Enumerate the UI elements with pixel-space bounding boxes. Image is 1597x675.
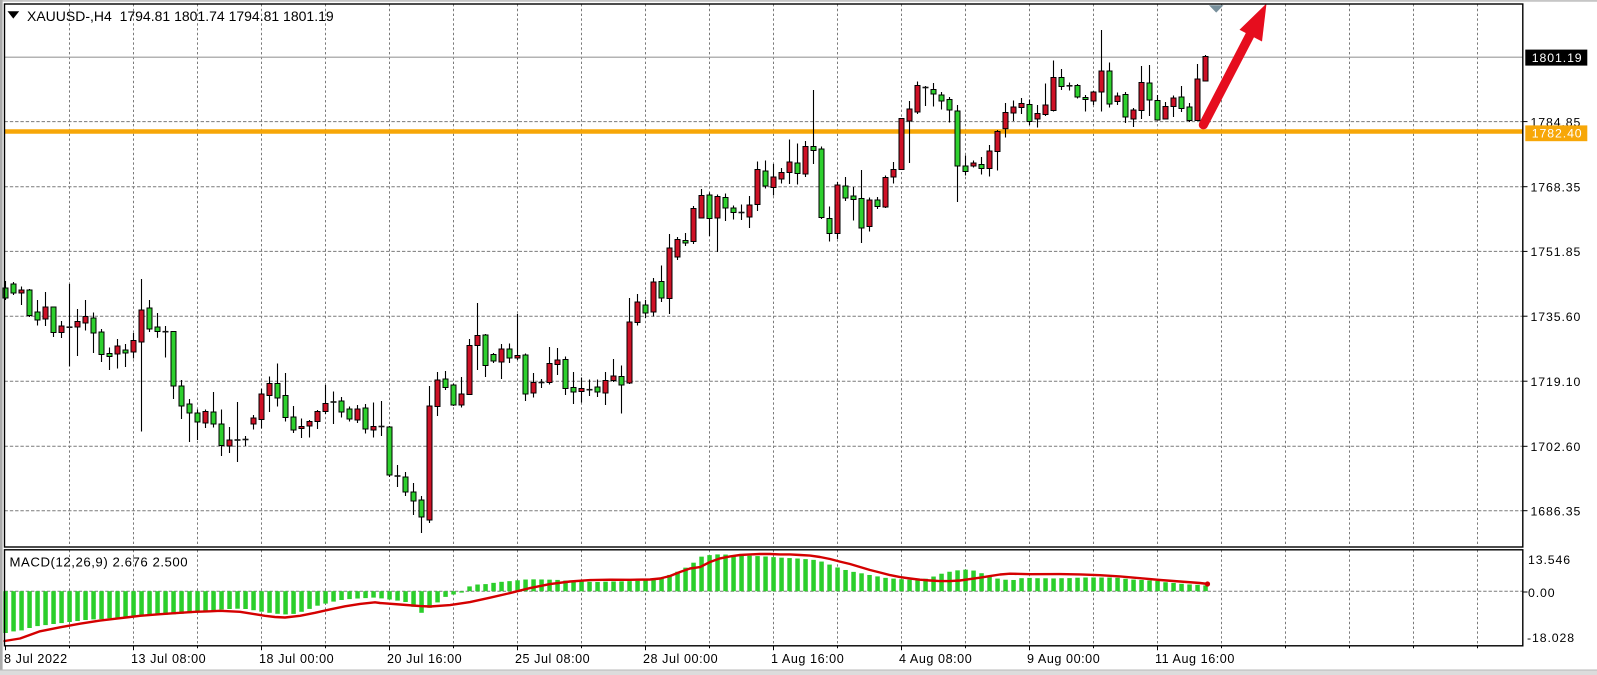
svg-text:1735.60: 1735.60 xyxy=(1531,310,1582,324)
svg-text:13.546: 13.546 xyxy=(1528,553,1571,567)
svg-text:1702.60: 1702.60 xyxy=(1531,440,1582,454)
svg-text:XAUUSD-,H4 1794.81 1801.74 17: XAUUSD-,H4 1794.81 1801.74 1794.81 1801.… xyxy=(27,8,334,24)
svg-text:28 Jul 00:00: 28 Jul 00:00 xyxy=(643,652,718,666)
svg-text:1686.35: 1686.35 xyxy=(1531,505,1582,519)
svg-text:11 Aug 16:00: 11 Aug 16:00 xyxy=(1155,652,1235,666)
svg-text:1768.35: 1768.35 xyxy=(1531,181,1582,195)
svg-text:1719.10: 1719.10 xyxy=(1531,375,1582,389)
svg-text:4 Aug 08:00: 4 Aug 08:00 xyxy=(899,652,972,666)
svg-text:8 Jul 2022: 8 Jul 2022 xyxy=(4,652,68,666)
svg-text:13 Jul 08:00: 13 Jul 08:00 xyxy=(131,652,206,666)
svg-text:20 Jul 16:00: 20 Jul 16:00 xyxy=(387,652,462,666)
svg-text:1801.19: 1801.19 xyxy=(1532,51,1583,65)
svg-text:9 Aug 00:00: 9 Aug 00:00 xyxy=(1027,652,1100,666)
svg-text:1782.40: 1782.40 xyxy=(1532,127,1583,141)
svg-text:18 Jul 00:00: 18 Jul 00:00 xyxy=(259,652,334,666)
svg-text:25 Jul 08:00: 25 Jul 08:00 xyxy=(515,652,590,666)
svg-text:1 Aug 16:00: 1 Aug 16:00 xyxy=(771,652,844,666)
svg-text:MACD(12,26,9) 2.676 2.500: MACD(12,26,9) 2.676 2.500 xyxy=(10,554,189,569)
svg-text:0.00: 0.00 xyxy=(1528,586,1556,600)
svg-text:1751.85: 1751.85 xyxy=(1531,245,1582,259)
svg-text:-18.028: -18.028 xyxy=(1527,631,1575,645)
